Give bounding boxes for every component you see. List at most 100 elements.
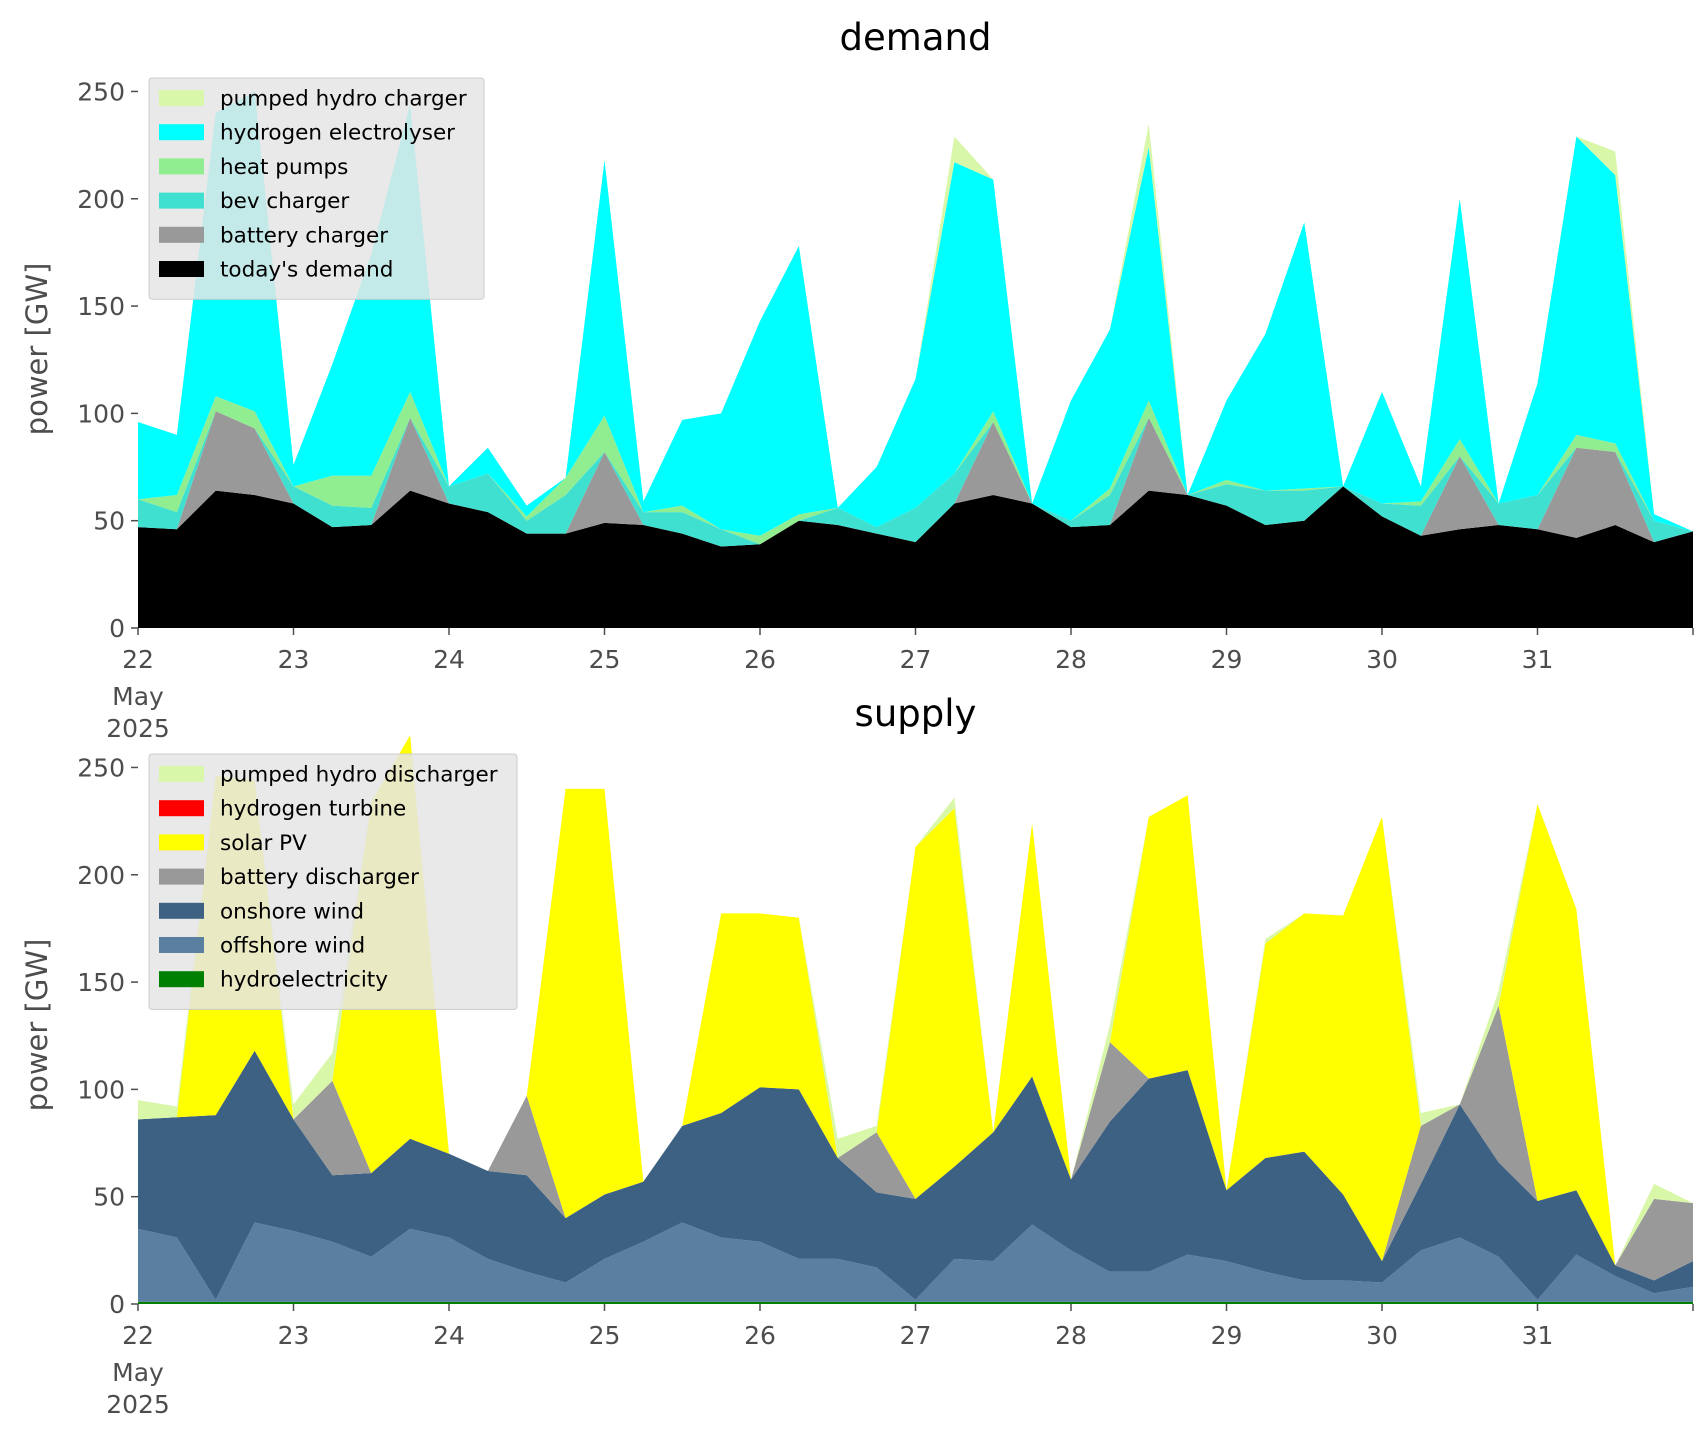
legend-item: bev charger bbox=[159, 189, 349, 214]
y-tick-label: 100 bbox=[77, 1075, 125, 1104]
chart-title: demand bbox=[840, 16, 992, 59]
legend-swatch bbox=[159, 834, 204, 851]
x-tick-label: 30 bbox=[1366, 645, 1398, 674]
legend-label: offshore wind bbox=[220, 934, 365, 959]
legend: pumped hydro charger hydrogen electrolyse… bbox=[148, 77, 485, 300]
legend-label: heat pumps bbox=[220, 155, 348, 180]
legend-label: onshore wind bbox=[220, 899, 364, 924]
legend-item: hydroelectricity bbox=[159, 968, 388, 993]
y-tick-label: 150 bbox=[77, 292, 125, 321]
y-axis-label: power [GW] bbox=[20, 939, 54, 1112]
legend-item: pumped hydro discharger bbox=[159, 763, 498, 788]
area-hydrogen-electrolyser bbox=[138, 91, 1693, 536]
x-axis: 22 23 24 25 26 27 28 29 30 31 May 2025 bbox=[106, 628, 1694, 743]
legend-item: hydrogen electrolyser bbox=[159, 121, 455, 146]
x-tick-label: 23 bbox=[278, 1321, 310, 1350]
legend: pumped hydro discharger hydrogen turbine s… bbox=[148, 753, 518, 1010]
legend-swatch bbox=[159, 192, 204, 209]
y-tick-label: 0 bbox=[109, 1290, 125, 1319]
legend-item: hydrogen turbine bbox=[159, 797, 406, 822]
legend-swatch bbox=[159, 868, 204, 885]
x-tick-label: 28 bbox=[1055, 1321, 1087, 1350]
y-tick-label: 50 bbox=[93, 1183, 125, 1212]
x-tick-label: 24 bbox=[433, 645, 465, 674]
area-offshore-wind bbox=[138, 1222, 1693, 1302]
legend-swatch bbox=[159, 226, 204, 243]
x-tick-label: 26 bbox=[744, 1321, 776, 1350]
legend-swatch bbox=[159, 766, 204, 782]
x-tick-year-label: 2025 bbox=[106, 1390, 170, 1419]
area-series-group bbox=[138, 735, 1693, 1304]
area-bev-charger bbox=[138, 411, 1693, 547]
x-tick-month-label: May bbox=[112, 682, 164, 711]
y-axis: 0 50 100 150 200 250 power [GW] bbox=[20, 753, 138, 1319]
x-tick-month-label: May bbox=[112, 1358, 164, 1387]
chart-title: supply bbox=[855, 692, 977, 735]
legend-label: pumped hydro charger bbox=[220, 87, 467, 112]
area-today-s-demand bbox=[138, 486, 1693, 628]
legend-label: today's demand bbox=[220, 258, 393, 283]
legend-item: onshore wind bbox=[159, 899, 364, 924]
legend-box bbox=[148, 77, 485, 300]
legend-swatch bbox=[159, 800, 204, 817]
legend-label: hydrogen turbine bbox=[220, 797, 406, 822]
y-tick-label: 100 bbox=[77, 399, 125, 428]
area-onshore-wind bbox=[138, 1050, 1693, 1300]
y-tick-label: 150 bbox=[77, 968, 125, 997]
area-series-group bbox=[138, 91, 1693, 628]
x-tick-label: 22 bbox=[122, 645, 154, 674]
legend-item: pumped hydro charger bbox=[159, 87, 467, 112]
legend-swatch bbox=[159, 902, 204, 919]
x-tick-label: 28 bbox=[1055, 645, 1087, 674]
legend-label: hydroelectricity bbox=[220, 968, 388, 993]
legend-label: battery discharger bbox=[220, 865, 419, 890]
y-axis: 0 50 100 150 200 250 power [GW] bbox=[20, 77, 138, 643]
y-axis-label: power [GW] bbox=[20, 263, 54, 436]
x-tick-label: 30 bbox=[1366, 1321, 1398, 1350]
legend-swatch bbox=[159, 90, 204, 106]
x-tick-label: 26 bbox=[744, 645, 776, 674]
x-tick-label: 31 bbox=[1522, 1321, 1554, 1350]
x-tick-label: 23 bbox=[278, 645, 310, 674]
legend-item: solar PV bbox=[159, 831, 307, 856]
x-tick-label: 25 bbox=[589, 1321, 621, 1350]
x-tick-label: 22 bbox=[122, 1321, 154, 1350]
legend-label: solar PV bbox=[220, 831, 307, 856]
y-tick-label: 50 bbox=[93, 507, 125, 536]
legend-item: today's demand bbox=[159, 258, 393, 283]
y-tick-label: 0 bbox=[109, 614, 125, 643]
x-tick-label: 29 bbox=[1211, 645, 1243, 674]
y-tick-label: 200 bbox=[77, 185, 125, 214]
legend-label: bev charger bbox=[220, 189, 349, 214]
legend-swatch bbox=[159, 124, 204, 141]
legend-item: battery discharger bbox=[159, 865, 419, 890]
legend-item: offshore wind bbox=[159, 934, 365, 959]
x-axis: 22 23 24 25 26 27 28 29 30 31 May 2025 bbox=[106, 1304, 1694, 1419]
area-hydroelectricity bbox=[138, 1301, 1693, 1304]
x-tick-label: 27 bbox=[900, 645, 932, 674]
x-tick-label: 27 bbox=[900, 1321, 932, 1350]
y-tick-label: 200 bbox=[77, 861, 125, 890]
y-tick-label: 250 bbox=[77, 77, 125, 106]
x-tick-label: 24 bbox=[433, 1321, 465, 1350]
x-tick-label: 25 bbox=[589, 645, 621, 674]
legend-label: battery charger bbox=[220, 223, 388, 248]
legend-label: hydrogen electrolyser bbox=[220, 121, 455, 146]
legend-swatch bbox=[159, 937, 204, 953]
legend-swatch bbox=[159, 261, 204, 277]
legend-swatch bbox=[159, 971, 204, 988]
area-solar-pv bbox=[138, 735, 1693, 1266]
x-tick-label: 31 bbox=[1522, 645, 1554, 674]
legend-item: heat pumps bbox=[159, 155, 348, 180]
legend-label: pumped hydro discharger bbox=[220, 763, 498, 788]
legend-box bbox=[148, 753, 518, 1010]
legend-item: battery charger bbox=[159, 223, 388, 248]
x-tick-label: 29 bbox=[1211, 1321, 1243, 1350]
y-tick-label: 250 bbox=[77, 753, 125, 782]
x-tick-year-label: 2025 bbox=[106, 714, 170, 743]
legend-swatch bbox=[159, 158, 204, 175]
